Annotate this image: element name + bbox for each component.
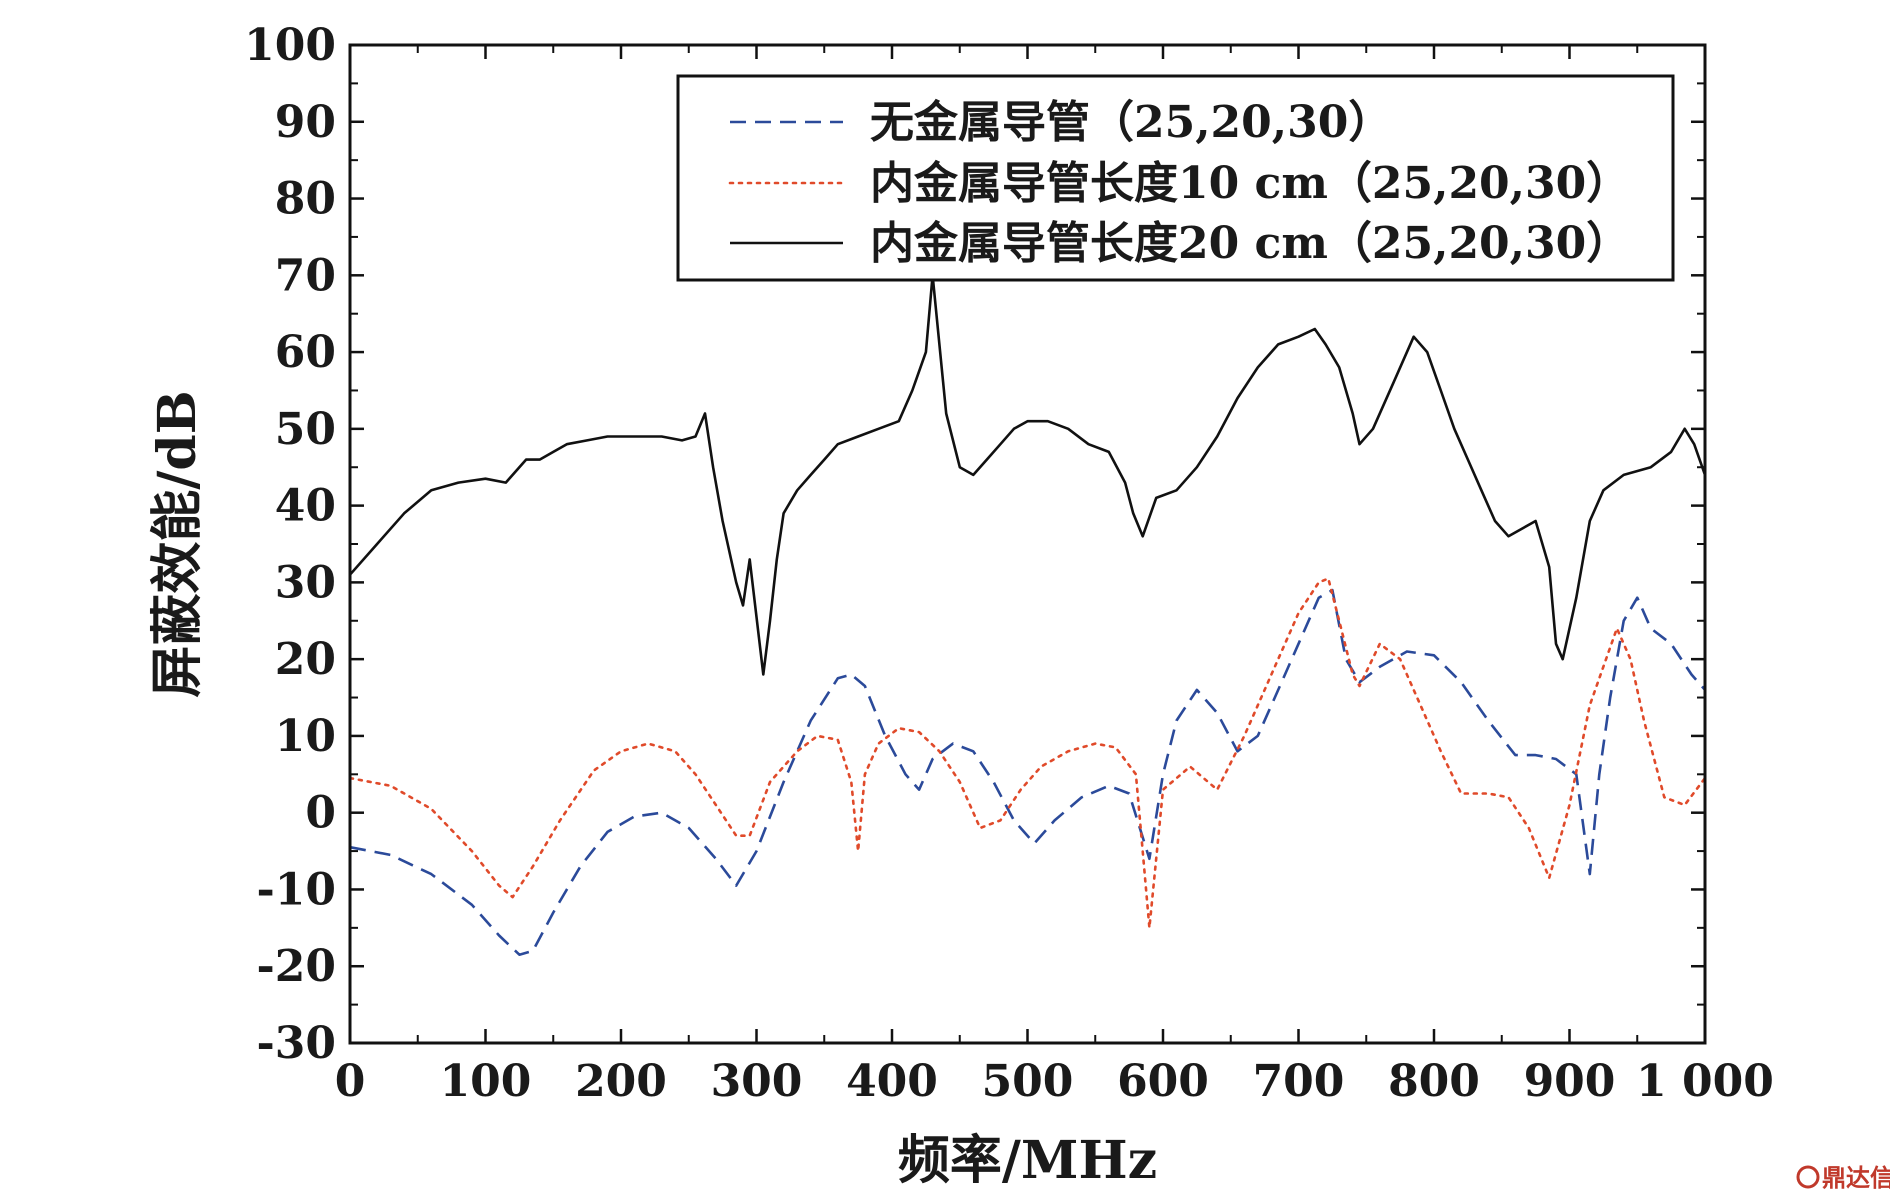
- y-tick-label: 20: [275, 634, 336, 685]
- y-tick-label: 100: [244, 20, 336, 71]
- x-tick-label: 700: [1253, 1056, 1345, 1107]
- y-tick-label: 60: [275, 327, 336, 378]
- watermark-logo-icon: [1796, 1165, 1820, 1189]
- legend-label-inner-conduit-10cm: 内金属导管长度10 cm（25,20,30）: [870, 158, 1630, 209]
- series-line-no-metal-conduit: [349, 588, 1706, 957]
- y-tick-label: 50: [275, 404, 336, 455]
- legend-label-inner-conduit-20cm: 内金属导管长度20 cm（25,20,30）: [870, 218, 1630, 269]
- series-layer: [348, 273, 1707, 957]
- x-tick-label: 100: [440, 1056, 532, 1107]
- y-tick-label: -10: [257, 864, 337, 915]
- y-tick-label: 0: [305, 788, 336, 839]
- ticks-layer: [348, 43, 1707, 1045]
- tick-labels-layer: 0 100 200 300 400 500 600 700 800 900 1 000-30-20-…: [244, 20, 1774, 1107]
- y-tick-label: 30: [275, 557, 336, 608]
- legend: 无金属导管（25,20,30） 内金属导管长度10 cm（25,20,30） 内…: [676, 74, 1675, 282]
- y-tick-label: 70: [275, 250, 336, 301]
- series-line-inner-conduit-20cm: [349, 273, 1707, 676]
- x-tick-label: 200: [575, 1056, 667, 1107]
- x-tick-label: 300: [711, 1056, 803, 1107]
- watermark-text: 鼎达信: [1822, 1164, 1890, 1192]
- series-line-inner-conduit-10cm: [348, 577, 1707, 930]
- legend-label-no-metal-conduit: 无金属导管（25,20,30）: [870, 97, 1392, 148]
- x-tick-label: 0: [335, 1056, 366, 1107]
- legend-box: [676, 74, 1675, 282]
- x-tick-label: 500: [982, 1056, 1074, 1107]
- y-tick-label: 40: [275, 481, 336, 532]
- y-tick-label: -20: [257, 941, 337, 992]
- y-tick-label: 90: [275, 97, 336, 148]
- x-axis-title: 频率/MHz: [898, 1130, 1157, 1191]
- watermark: 鼎达信: [1796, 1164, 1890, 1192]
- x-tick-label: 800: [1388, 1056, 1480, 1107]
- y-tick-label: 80: [275, 174, 336, 225]
- y-tick-label: 10: [275, 711, 336, 762]
- y-axis-title: 屏蔽效能/dB: [147, 390, 208, 697]
- x-tick-label: 600: [1117, 1056, 1209, 1107]
- x-tick-label: 900: [1524, 1056, 1616, 1107]
- y-tick-label: -30: [257, 1018, 337, 1069]
- x-tick-label: 400: [846, 1056, 938, 1107]
- x-tick-label: 1 000: [1636, 1056, 1774, 1107]
